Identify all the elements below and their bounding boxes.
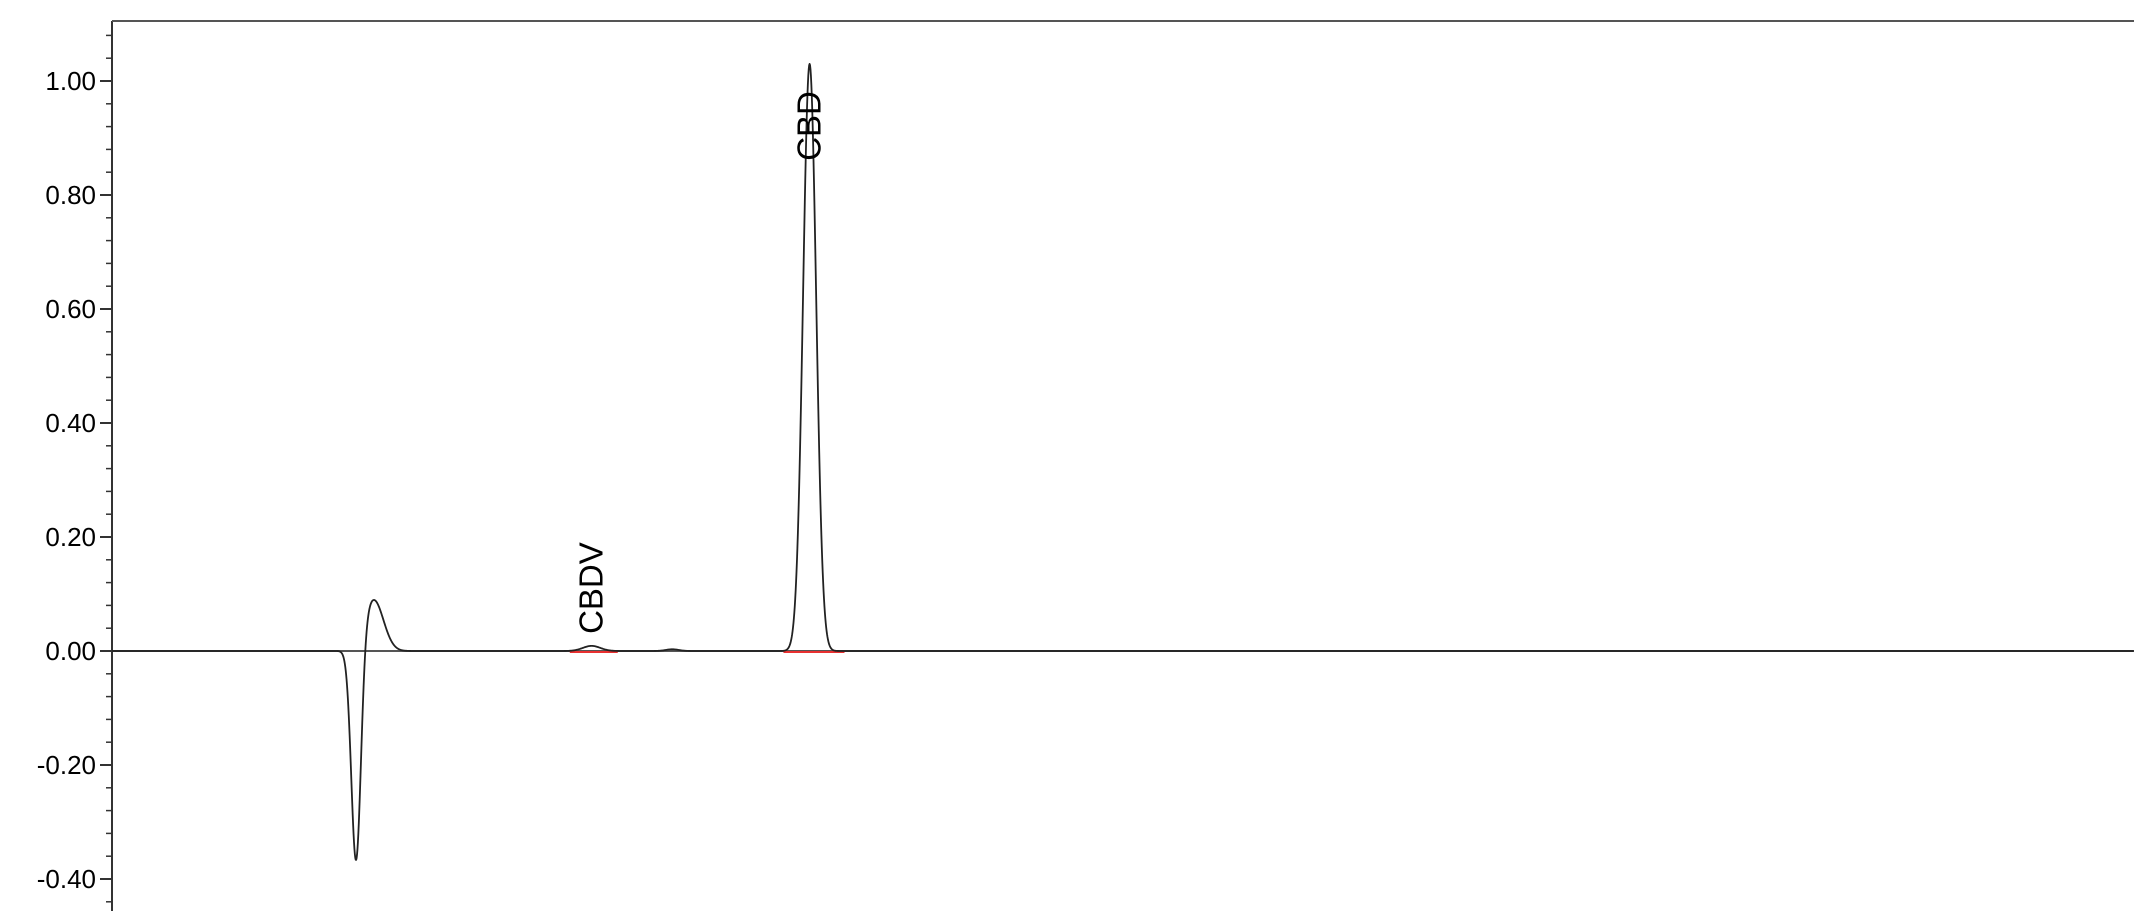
chromatogram-trace (111, 63, 2134, 861)
peak-label: CBD (791, 91, 828, 161)
y-tick-label: 0.40 (45, 408, 96, 438)
y-tick-label: 0.60 (45, 294, 96, 324)
y-tick-label: -0.20 (37, 750, 96, 780)
y-tick-label: 0.00 (45, 636, 96, 666)
y-tick-label: 0.20 (45, 522, 96, 552)
y-tick-label: 1.00 (45, 66, 96, 96)
y-axis-ticks: 1.00 0.80 0.60 0.40 0.20 0.00 -0.20 -0.40 (37, 34, 112, 903)
y-tick-label: -0.40 (37, 864, 96, 894)
chromatogram-traces (111, 63, 2134, 861)
peak-label: CBDV (573, 542, 610, 634)
chart-axes (111, 20, 2134, 911)
peak-labels: CBDV CBD (573, 91, 828, 634)
y-tick-label: 0.80 (45, 180, 96, 210)
